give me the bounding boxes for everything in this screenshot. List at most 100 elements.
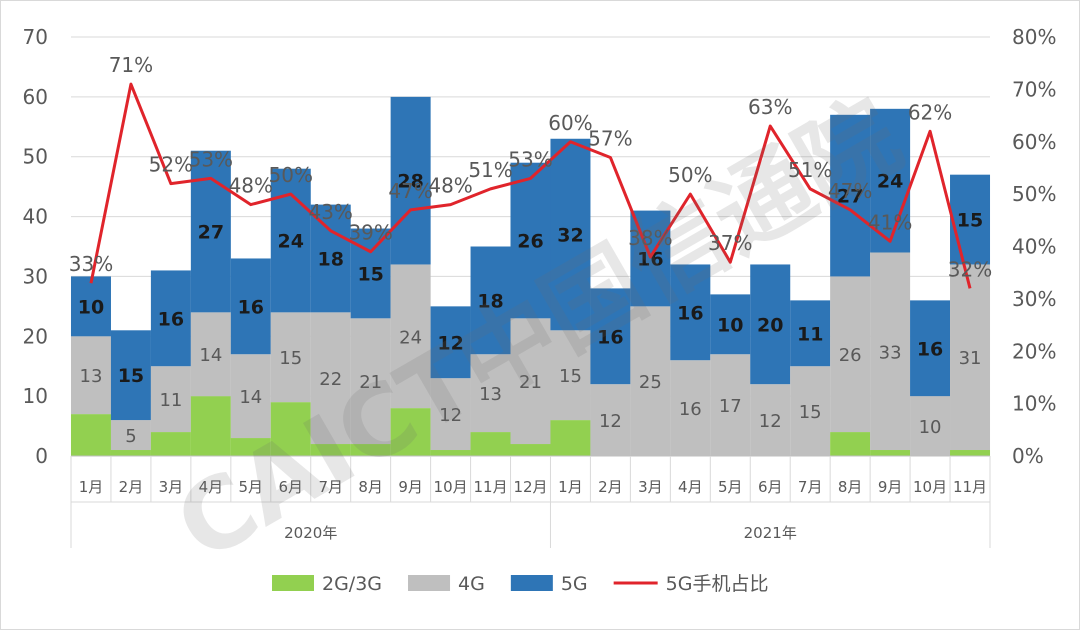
bar-value-label: 14 xyxy=(199,345,222,366)
bar-value-label: 11 xyxy=(159,390,182,411)
legend-label: 2G/3G xyxy=(322,573,382,595)
y-left-tick-label: 0 xyxy=(35,444,48,468)
y-left-tick-label: 20 xyxy=(23,324,48,348)
bar-value-label: 16 xyxy=(679,399,702,420)
x-category-label: 4月 xyxy=(678,478,703,496)
bar-value-label: 13 xyxy=(80,366,103,387)
x-category-label: 9月 xyxy=(398,478,423,496)
y-axis-right: 0% 10% 20% 30% 40% 50% 60% 70% 80% xyxy=(1012,25,1056,468)
legend-label: 5G手机占比 xyxy=(666,573,769,595)
y-left-tick-label: 10 xyxy=(23,384,48,408)
bar-value-label: 25 xyxy=(639,372,662,393)
line-value-label: 48% xyxy=(428,174,472,198)
y-left-tick-label: 70 xyxy=(23,25,48,49)
bar-value-label: 26 xyxy=(839,345,862,366)
bar-segment-2G-3G xyxy=(151,432,191,456)
line-value-label: 53% xyxy=(508,147,552,171)
x-group-label: 2021年 xyxy=(744,524,797,542)
y-right-tick-label: 80% xyxy=(1012,25,1056,49)
legend-swatch xyxy=(511,575,553,591)
bar-value-label: 15 xyxy=(357,263,383,285)
x-category-label: 5月 xyxy=(718,478,743,496)
chart-frame: 0 10 20 30 40 50 60 70 0% 10% 20% 30% 40% 50% 60% 70% 8… xyxy=(0,0,1080,630)
bar-value-label: 26 xyxy=(517,231,543,253)
y-right-tick-label: 20% xyxy=(1012,339,1056,363)
bar-value-label: 12 xyxy=(759,411,782,432)
bar-value-label: 15 xyxy=(957,210,983,232)
legend-swatch xyxy=(272,575,314,591)
bar-value-label: 15 xyxy=(118,365,144,387)
x-category-label: 10月 xyxy=(434,478,468,496)
line-value-label: 50% xyxy=(269,163,313,187)
y-right-tick-label: 30% xyxy=(1012,287,1056,311)
line-value-label: 57% xyxy=(588,126,632,150)
bar-value-label: 16 xyxy=(917,338,943,360)
x-category-label: 11月 xyxy=(953,478,987,496)
line-value-label: 32% xyxy=(948,257,992,281)
line-value-label: 62% xyxy=(908,100,952,124)
bar-value-label: 15 xyxy=(799,402,822,423)
bar-value-label: 10 xyxy=(717,314,743,336)
y-left-tick-label: 30 xyxy=(23,264,48,288)
bar-segment-2G-3G xyxy=(550,420,590,456)
x-category-label: 1月 xyxy=(558,478,583,496)
line-value-label: 71% xyxy=(109,53,153,77)
bar-value-label: 18 xyxy=(317,248,343,270)
bar-segment-2G-3G xyxy=(870,450,910,456)
x-category-label: 7月 xyxy=(798,478,823,496)
bar-segment-2G-3G xyxy=(830,432,870,456)
bar-value-label: 31 xyxy=(959,348,982,369)
bar-value-label: 15 xyxy=(279,348,302,369)
bar-value-label: 12 xyxy=(599,411,622,432)
line-value-label: 33% xyxy=(69,252,113,276)
bar-value-label: 16 xyxy=(158,308,184,330)
bar-segment-2G-3G xyxy=(511,444,551,456)
bar-value-label: 16 xyxy=(238,296,264,318)
bar-segment-2G-3G xyxy=(111,450,151,456)
legend-swatch xyxy=(408,575,450,591)
line-value-label: 47% xyxy=(388,179,432,203)
x-category-label: 3月 xyxy=(638,478,663,496)
bar-value-label: 27 xyxy=(198,222,224,244)
bar-value-label: 17 xyxy=(719,396,742,417)
line-value-label: 52% xyxy=(149,153,193,177)
x-category-label: 8月 xyxy=(838,478,863,496)
y-right-tick-label: 70% xyxy=(1012,77,1056,101)
legend-label: 5G xyxy=(561,573,588,595)
x-category-label: 2月 xyxy=(119,478,144,496)
x-category-label: 10月 xyxy=(913,478,947,496)
bar-value-label: 20 xyxy=(757,314,783,336)
x-category-label: 6月 xyxy=(758,478,783,496)
bar-value-label: 11 xyxy=(797,323,823,345)
line-value-label: 60% xyxy=(548,111,592,135)
bar-value-label: 10 xyxy=(78,296,104,318)
bar-value-label: 24 xyxy=(278,231,304,253)
line-value-label: 39% xyxy=(348,221,392,245)
bar-segment-2G-3G xyxy=(71,414,111,456)
bar-value-label: 5 xyxy=(125,426,136,447)
y-right-tick-label: 50% xyxy=(1012,182,1056,206)
y-right-tick-label: 10% xyxy=(1012,392,1056,416)
bar-value-label: 33 xyxy=(879,342,902,363)
x-category-label: 11月 xyxy=(473,478,507,496)
line-value-label: 53% xyxy=(189,147,233,171)
bar-segment-2G-3G xyxy=(950,450,990,456)
line-value-label: 43% xyxy=(308,200,352,224)
line-value-label: 48% xyxy=(229,174,273,198)
line-value-label: 63% xyxy=(748,95,792,119)
x-category-label: 2月 xyxy=(598,478,623,496)
bar-value-label: 14 xyxy=(239,387,262,408)
bar-value-label: 10 xyxy=(919,417,942,438)
y-left-tick-label: 50 xyxy=(23,145,48,169)
line-value-label: 41% xyxy=(868,210,912,234)
stacked-bar-line-chart: 010203040506070 0%10%20%30%40%50%60%70%8… xyxy=(0,0,1080,630)
x-category-label: 1月 xyxy=(79,478,104,496)
line-value-label: 51% xyxy=(468,158,512,182)
legend-label: 4G xyxy=(458,573,485,595)
y-left-tick-label: 60 xyxy=(23,85,48,109)
y-right-tick-label: 60% xyxy=(1012,130,1056,154)
x-category-label: 12月 xyxy=(513,478,547,496)
x-category-label: 9月 xyxy=(878,478,903,496)
y-left-tick-label: 40 xyxy=(23,205,48,229)
bar-segment-2G-3G xyxy=(471,432,511,456)
